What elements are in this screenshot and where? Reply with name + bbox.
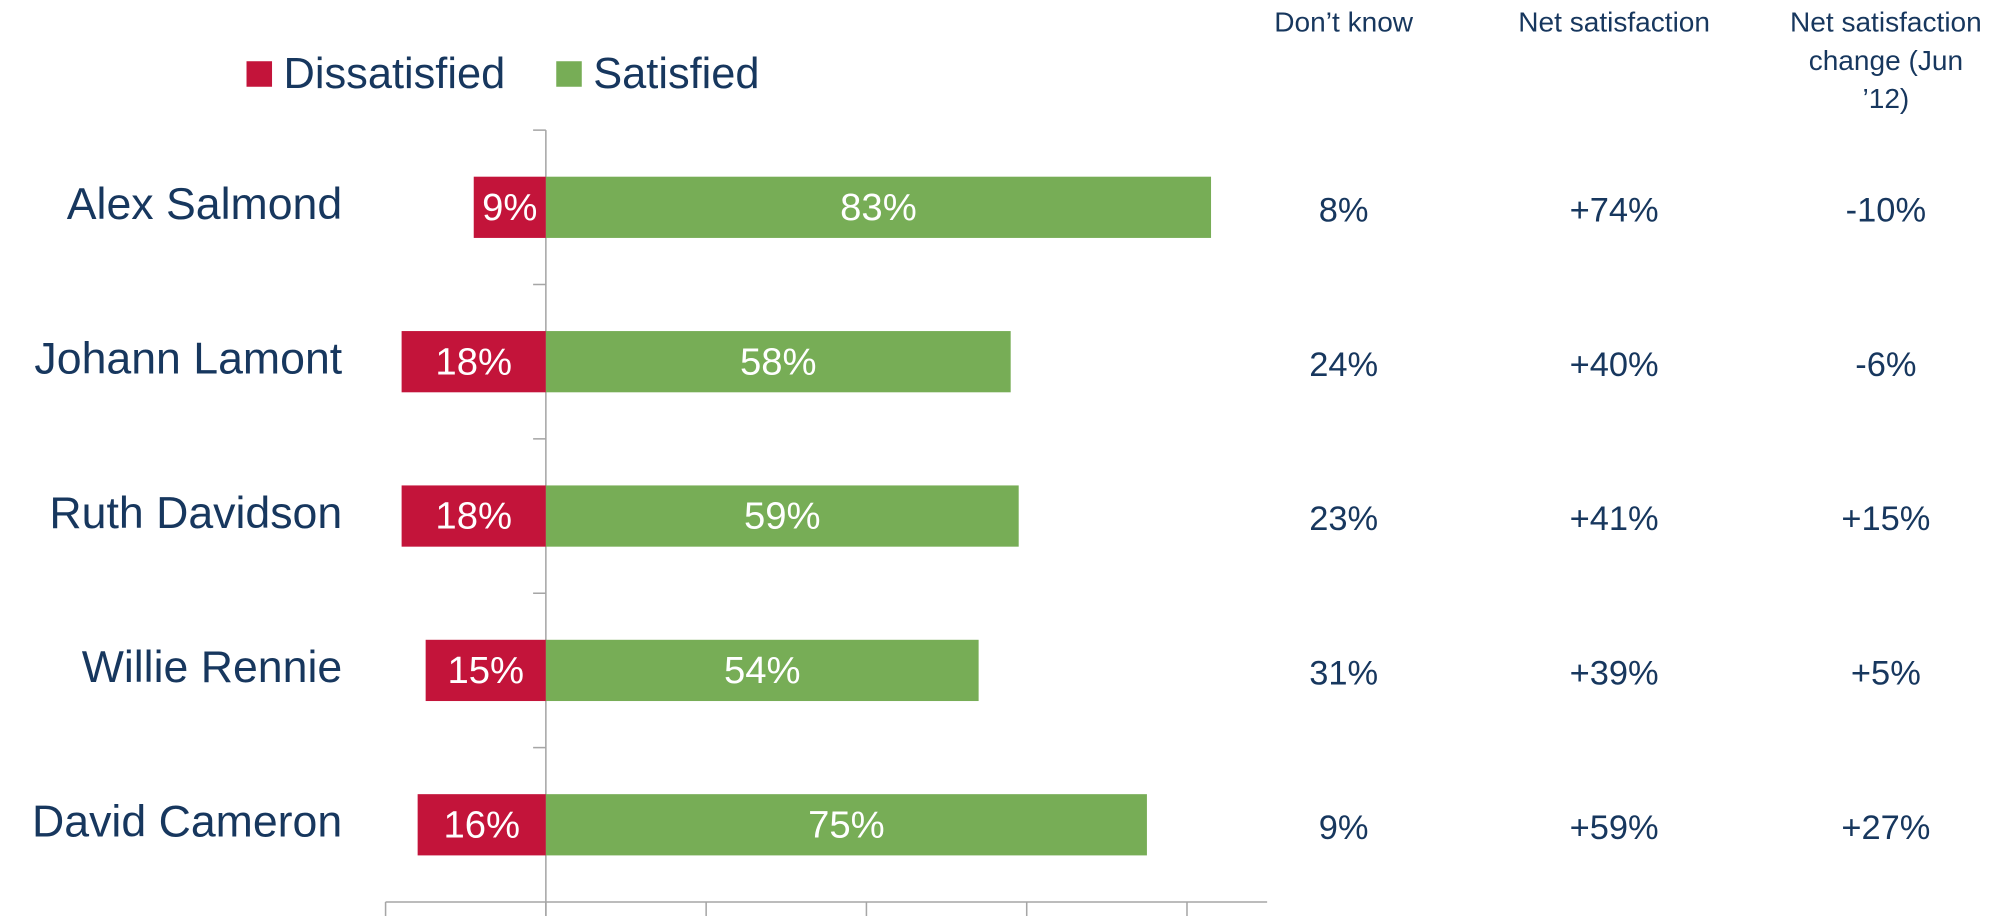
bar-label: 15% (447, 649, 524, 692)
table-cell: -6% (1855, 346, 1916, 384)
bar (425, 639, 546, 702)
legend-label: Dissatisfied (284, 50, 506, 98)
table-cell: 9% (1319, 809, 1369, 847)
bar (417, 794, 546, 856)
table-cell: +5% (1851, 655, 1921, 693)
bar (545, 176, 1212, 238)
column-header: change (Jun (1809, 45, 1963, 76)
bar-label: 16% (443, 803, 520, 846)
category-label: David Cameron (32, 798, 342, 847)
bar-label: 83% (840, 186, 917, 229)
legend-swatch (556, 61, 582, 87)
table-cell: -10% (1846, 192, 1926, 230)
category-label: Willie Rennie (82, 643, 343, 692)
bar (545, 794, 1147, 856)
bar-label: 18% (435, 495, 512, 538)
table-cell: +74% (1570, 192, 1659, 230)
bar (545, 331, 1011, 393)
table-cell: +40% (1570, 346, 1659, 384)
column-header: Net satisfaction (1518, 7, 1710, 38)
bar-label: 54% (724, 649, 801, 692)
bar-label: 58% (740, 340, 817, 383)
category-label: Johann Lamont (34, 334, 342, 383)
legend-swatch (246, 61, 273, 87)
bar (545, 639, 979, 702)
table-cell: 23% (1309, 500, 1378, 538)
table-cell: 24% (1309, 346, 1378, 384)
bar-label: 18% (435, 340, 512, 383)
legend-label: Satisfied (593, 50, 759, 98)
column-header: Don’t know (1274, 7, 1413, 38)
table-cell: 31% (1309, 655, 1378, 693)
table-cell: +39% (1570, 655, 1659, 693)
bar (401, 331, 546, 393)
bar-label: 9% (482, 186, 537, 229)
table-cell: 8% (1319, 192, 1369, 230)
category-label: Ruth Davidson (49, 489, 342, 538)
table-cell: +59% (1570, 809, 1659, 847)
bar (401, 485, 546, 547)
bar (473, 176, 546, 238)
table-cell: +15% (1841, 500, 1930, 538)
column-header: Net satisfaction (1790, 7, 1982, 38)
table-cell: +41% (1570, 500, 1659, 538)
category-label: Alex Salmond (67, 180, 342, 229)
bar-label: 75% (808, 803, 885, 846)
bar-label: 59% (744, 495, 821, 538)
bar (545, 485, 1019, 547)
table-cell: +27% (1841, 809, 1930, 847)
column-header: ’12) (1862, 83, 1909, 114)
